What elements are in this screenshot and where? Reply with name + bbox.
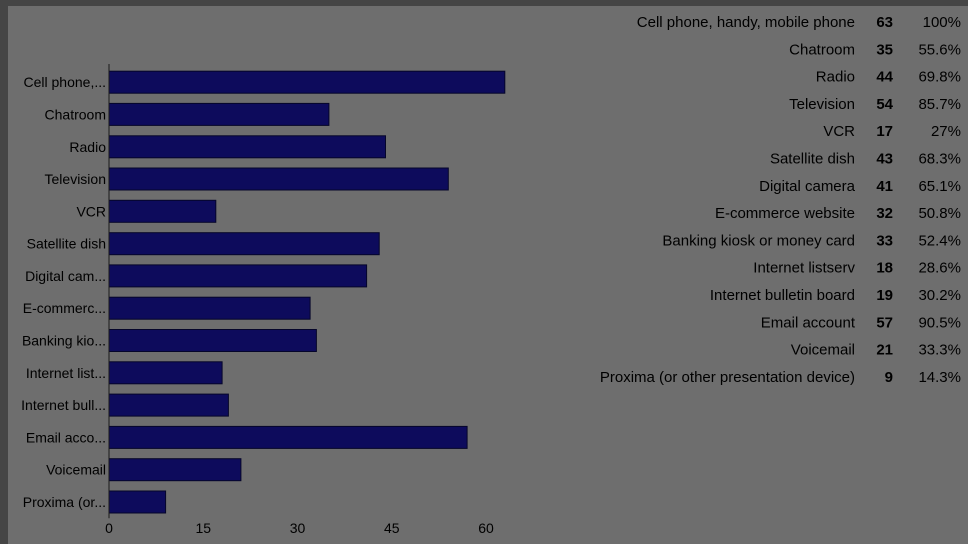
table-percent-2: 69.8% [918, 69, 961, 86]
table-percent-1: 55.6% [918, 41, 961, 58]
table-count-1: 35 [876, 41, 893, 58]
category-label-0: Cell phone,... [24, 74, 107, 90]
table-count-2: 44 [876, 69, 893, 86]
category-label-9: Internet list... [26, 365, 106, 381]
table-percent-0: 100% [923, 14, 961, 31]
table-label-7: E-commerce website [715, 205, 855, 222]
bar-8 [108, 329, 317, 352]
bar-3 [108, 167, 449, 191]
table-percent-6: 65.1% [918, 178, 961, 195]
category-label-13: Proxima (or... [23, 494, 106, 510]
table-label-11: Email account [761, 314, 856, 331]
table-count-6: 41 [876, 178, 893, 195]
table-percent-12: 33.3% [918, 342, 961, 359]
table-count-5: 43 [876, 151, 893, 168]
data-table: Cell phone, handy, mobile phone 63 100% Cha… [600, 14, 961, 386]
table-label-5: Satellite dish [770, 151, 855, 168]
category-label-4: VCR [76, 203, 106, 219]
bar-9 [108, 361, 223, 385]
category-label-3: Television [45, 171, 106, 187]
x-tick-label-0: 0 [105, 520, 113, 536]
table-percent-10: 30.2% [918, 287, 961, 304]
table-count-8: 33 [876, 232, 893, 249]
table-percent-5: 68.3% [918, 151, 961, 168]
table-count-10: 19 [876, 287, 893, 304]
bar-4 [108, 199, 217, 223]
category-label-11: Email acco... [26, 429, 106, 445]
table-count-0: 63 [876, 14, 893, 31]
category-label-1: Chatroom [45, 106, 106, 122]
bar-2 [108, 135, 386, 159]
category-label-12: Voicemail [46, 462, 106, 478]
bar-1 [108, 102, 330, 126]
table-count-4: 17 [876, 123, 893, 140]
table-percent-4: 27% [931, 123, 961, 140]
table-percent-8: 52.4% [918, 232, 961, 249]
table-label-12: Voicemail [791, 342, 855, 359]
bar-6 [108, 264, 368, 288]
category-label-7: E-commerc... [23, 300, 106, 316]
table-label-9: Internet listserv [753, 260, 855, 277]
table-percent-13: 14.3% [918, 369, 961, 386]
bar-10 [108, 393, 229, 417]
x-tick-label-4: 60 [478, 520, 494, 536]
table-percent-11: 90.5% [918, 314, 961, 331]
bars-layer [108, 70, 506, 514]
category-label-5: Satellite dish [27, 236, 106, 252]
table-label-6: Digital camera [759, 178, 856, 195]
table-count-11: 57 [876, 314, 893, 331]
table-count-3: 54 [876, 96, 893, 113]
category-label-6: Digital cam... [25, 268, 106, 284]
table-label-1: Chatroom [789, 41, 855, 58]
table-label-4: VCR [823, 123, 855, 140]
table-label-8: Banking kiosk or money card [662, 232, 855, 249]
category-label-2: Radio [69, 139, 106, 155]
table-percent-3: 85.7% [918, 96, 961, 113]
x-tick-label-1: 15 [196, 520, 212, 536]
bar-11 [108, 425, 468, 449]
table-label-3: Television [789, 96, 855, 113]
table-label-13: Proxima (or other presentation device) [600, 369, 855, 386]
table-percent-7: 50.8% [918, 205, 961, 222]
table-count-7: 32 [876, 205, 893, 222]
table-label-2: Radio [816, 69, 855, 86]
table-count-13: 9 [885, 369, 893, 386]
table-count-9: 18 [876, 260, 893, 277]
x-axis: 0 15 30 45 60 [105, 64, 494, 536]
category-label-8: Banking kio... [22, 333, 106, 349]
category-labels: Cell phone,... Chatroom Radio Television VCR… [21, 74, 106, 510]
bar-7 [108, 296, 311, 320]
table-percent-9: 28.6% [918, 260, 961, 277]
category-label-10: Internet bull... [21, 397, 106, 413]
bar-5 [108, 232, 380, 256]
x-tick-label-2: 30 [290, 520, 306, 536]
table-label-10: Internet bulletin board [710, 287, 855, 304]
table-label-0: Cell phone, handy, mobile phone [637, 14, 855, 31]
x-tick-label-3: 45 [384, 520, 400, 536]
table-count-12: 21 [876, 342, 893, 359]
bar-0 [108, 70, 506, 94]
bar-12 [108, 458, 242, 482]
bar-13 [108, 490, 167, 514]
